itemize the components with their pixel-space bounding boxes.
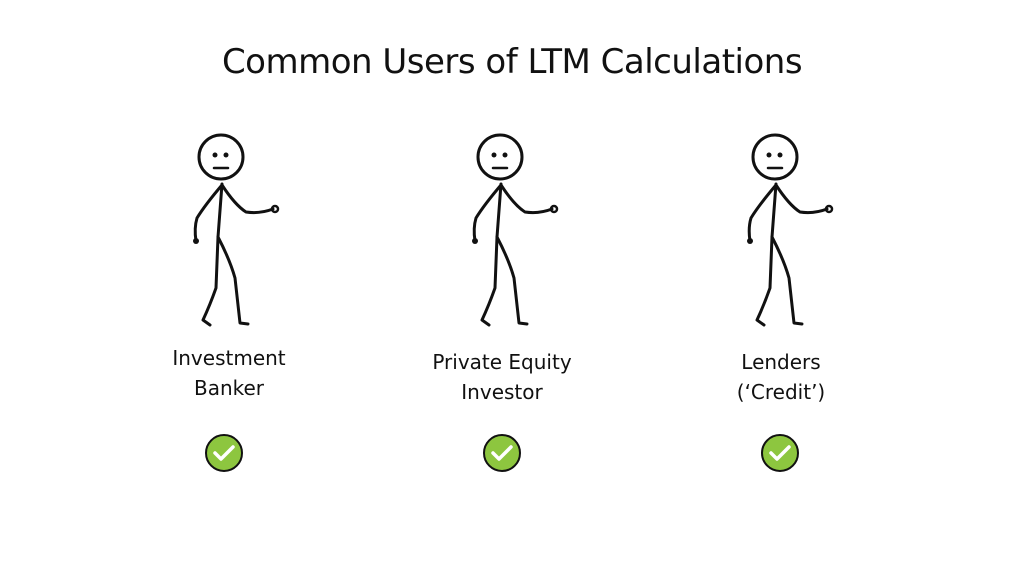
user-label-line1: Investment (172, 346, 286, 370)
stick-figure-icon (470, 133, 559, 327)
user-label: Investment Banker (119, 343, 339, 403)
user-label-line2: (‘Credit’) (736, 380, 826, 404)
stick-figure-icon (191, 133, 280, 327)
checkmark-icon (761, 434, 799, 472)
user-label-line2: Investor (461, 380, 543, 404)
user-label-line2: Banker (193, 376, 265, 400)
user-label-line1: Private Equity (432, 350, 572, 374)
stick-figure-icon (745, 133, 834, 327)
user-label-line1: Lenders (741, 350, 821, 374)
checkmark-icon (483, 434, 521, 472)
checkmark-icon (205, 434, 243, 472)
page-title: Common Users of LTM Calculations (221, 42, 803, 82)
user-label: Lenders (‘Credit’) (671, 347, 891, 407)
user-label: Private Equity Investor (392, 347, 612, 407)
